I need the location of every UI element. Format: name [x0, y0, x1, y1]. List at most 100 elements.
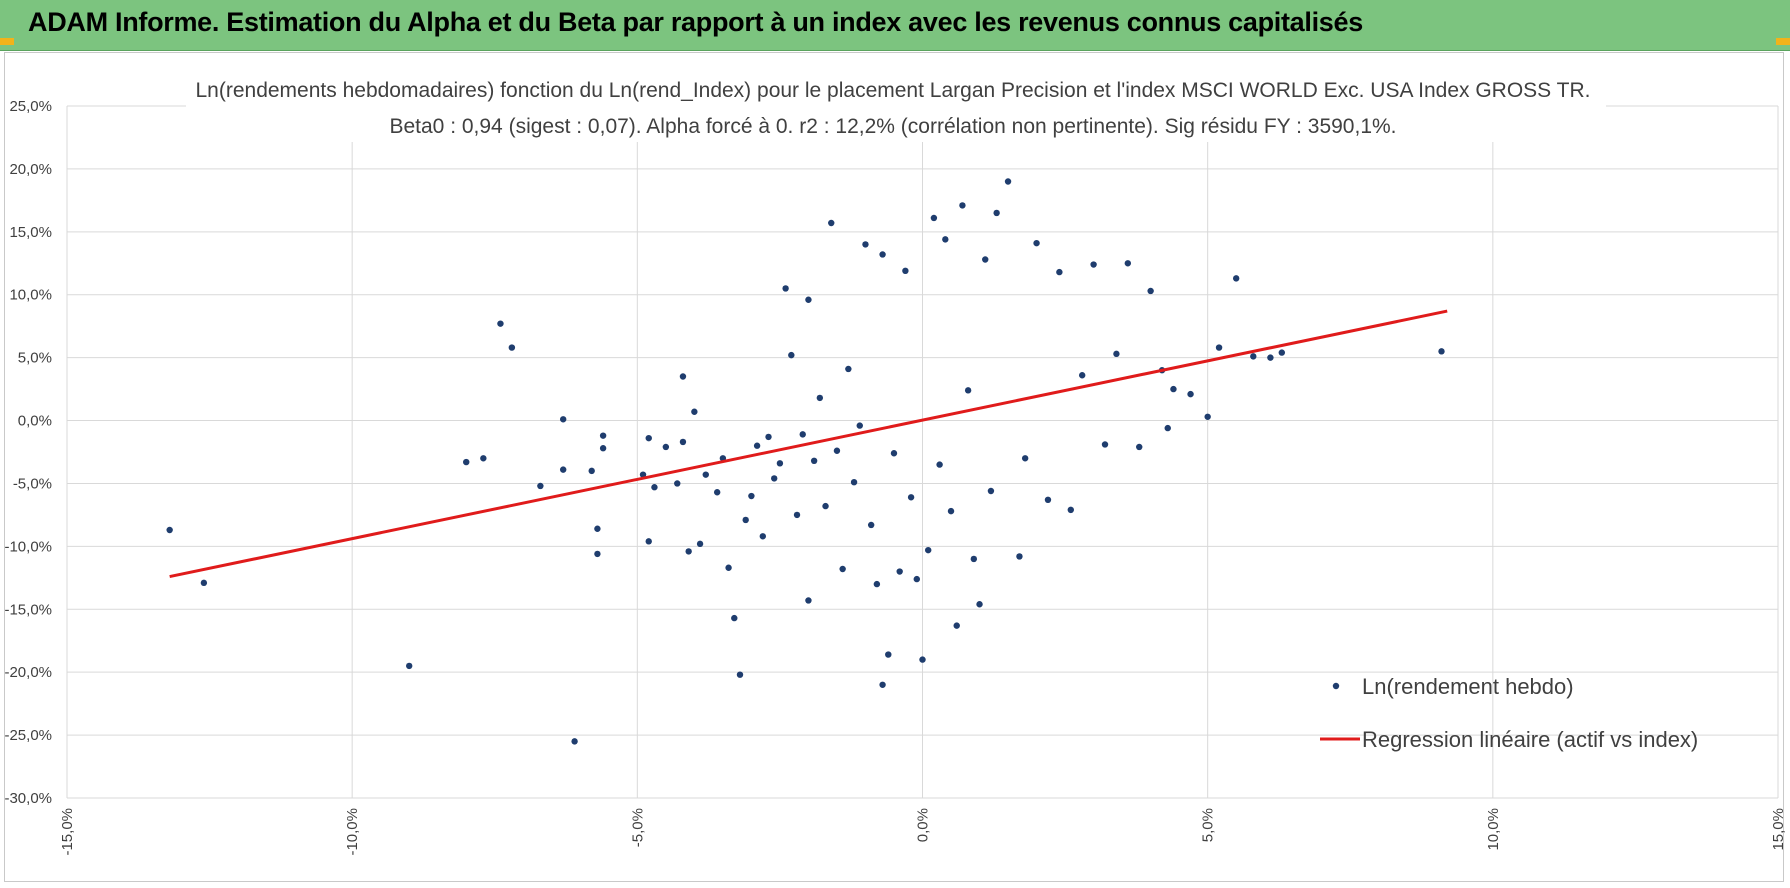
banner-corner-right [1776, 38, 1790, 45]
scatter-point [679, 373, 687, 380]
scatter-point [594, 550, 601, 558]
scatter-point [1113, 350, 1120, 358]
scatter-point [1170, 385, 1177, 393]
x-tick-label: 5,0% [1200, 808, 1217, 842]
scatter-point [571, 738, 578, 745]
y-tick-label: 10,0% [9, 287, 52, 304]
scatter-point [919, 656, 926, 663]
scatter-point [1004, 178, 1012, 185]
x-tick-label: 0,0% [915, 808, 932, 842]
scatter-point [1147, 287, 1154, 295]
scatter-point [970, 555, 978, 563]
scatter-point [696, 540, 704, 548]
scatter-point [925, 546, 932, 554]
scatter-point [200, 579, 208, 587]
scatter-point [930, 214, 938, 222]
scatter-point [674, 480, 681, 487]
scatter-point [810, 457, 818, 465]
y-tick-label: -15,0% [4, 601, 52, 618]
scatter-layer [166, 178, 1445, 745]
scatter-point [1232, 275, 1240, 282]
scatter-point [508, 344, 516, 351]
scatter-point [805, 597, 812, 604]
scatter-point [896, 568, 903, 575]
scatter-point [982, 256, 989, 263]
scatter-point [725, 564, 732, 571]
scatter-point [765, 433, 772, 441]
scatter-point [1033, 239, 1040, 247]
scatter-point [599, 432, 607, 439]
scatter-point [890, 450, 898, 457]
y-tick-label: -20,0% [4, 664, 52, 681]
scatter-point [862, 241, 869, 248]
scatter-point [537, 482, 544, 490]
scatter-point [782, 285, 789, 292]
scatter-point [1044, 496, 1052, 504]
scatter-point [651, 484, 658, 491]
x-tick-label: 10,0% [1485, 808, 1502, 851]
x-tick-label: 15,0% [1770, 808, 1787, 851]
scatter-point [1215, 344, 1223, 351]
scatter-point [771, 475, 778, 482]
report-title: ADAM Informe. Estimation du Alpha et du … [28, 7, 1363, 37]
scatter-point [702, 471, 709, 478]
scatter-point [748, 492, 755, 500]
scatter-point [679, 438, 687, 446]
scatter-point [1016, 553, 1023, 560]
legend: Ln(rendement hebdo) Regression linéaire … [1320, 674, 1698, 752]
scatter-point [1021, 455, 1029, 462]
regression-layer [169, 309, 1448, 579]
y-tick-label: 25,0% [9, 98, 52, 115]
scatter-point [480, 455, 487, 462]
scatter-point [793, 511, 801, 519]
scatter-point [594, 525, 601, 532]
scatter-point [731, 614, 738, 622]
scatter-point [559, 466, 567, 473]
scatter-point [1078, 372, 1086, 379]
scatter-point [1278, 349, 1286, 356]
scatter-point [879, 681, 886, 688]
scatter-point [662, 443, 670, 451]
scatter-point [1250, 353, 1257, 360]
scatter-point [406, 662, 413, 670]
scatter-point [936, 461, 943, 468]
scatter-point [1067, 506, 1074, 514]
scatter-point [833, 447, 841, 454]
chart-frame [4, 52, 1784, 882]
scatter-point [799, 431, 806, 438]
scatter-point [1438, 348, 1445, 355]
scatter-point [913, 575, 920, 583]
scatter-point [942, 236, 949, 243]
scatter-point [736, 671, 744, 678]
y-tick-label: -10,0% [4, 538, 52, 555]
scatter-point [759, 533, 767, 540]
scatter-point [645, 538, 652, 545]
title-background [186, 78, 1606, 142]
scatter-point [953, 622, 960, 629]
scatter-point [947, 507, 955, 515]
legend-label-points: Ln(rendement hebdo) [1362, 674, 1574, 699]
x-tick-label: -10,0% [344, 808, 361, 856]
scatter-point [685, 548, 692, 555]
scatter-point [1204, 413, 1211, 420]
scatter-point [885, 651, 892, 658]
legend-marker-points [1332, 682, 1340, 690]
scatter-point [856, 422, 863, 429]
y-tick-label: -5,0% [13, 475, 52, 492]
regression-line [169, 309, 1448, 579]
scatter-point [873, 580, 881, 588]
scatter-point [993, 209, 1000, 217]
scatter-point [839, 565, 846, 573]
scatter-point [776, 460, 784, 467]
y-tick-label: 20,0% [9, 161, 52, 178]
scatter-point [845, 365, 852, 373]
y-tick-label: 5,0% [18, 350, 52, 367]
x-axis-labels: -15,0% -10,0% -5,0% 0,0% 5,0% 10,0% 15,0% [59, 808, 1787, 856]
scatter-point [805, 296, 812, 303]
scatter-point [788, 351, 795, 359]
scatter-point [588, 467, 595, 475]
scatter-point [1136, 443, 1143, 451]
scatter-point [902, 267, 909, 275]
scatter-point [822, 502, 829, 510]
